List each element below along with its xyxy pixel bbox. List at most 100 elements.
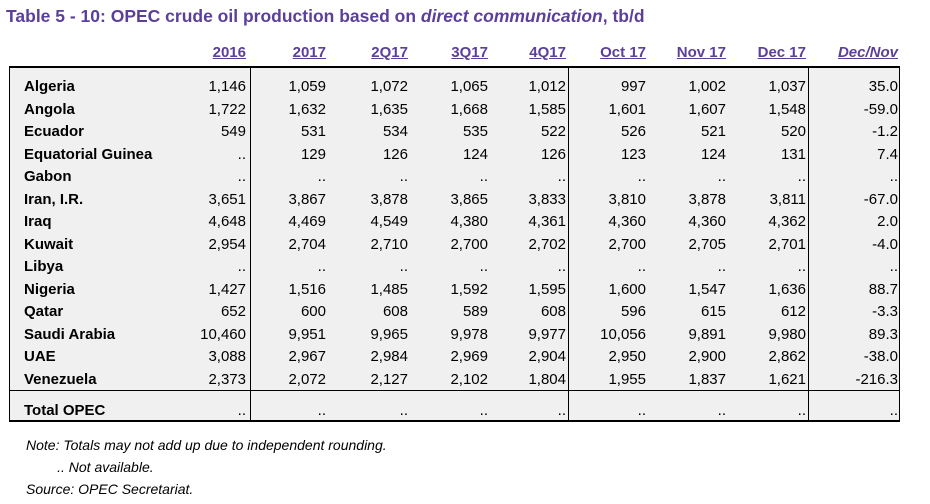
cell-7: 131 xyxy=(780,145,806,163)
cell-1: 4,469 xyxy=(288,213,326,230)
cell-7: 2,862 xyxy=(768,348,806,365)
cell-7: .. xyxy=(797,402,806,419)
cell-5: 596 xyxy=(620,303,646,320)
cell-0: 1,146 xyxy=(208,78,246,95)
cell-0: 652 xyxy=(220,303,246,320)
cell-8: -4.0 xyxy=(872,235,898,253)
cell-2: 534 xyxy=(382,123,408,140)
column-header-4: 4Q17 xyxy=(529,44,566,61)
footnotes: Note: Totals may not add up due to indep… xyxy=(26,434,387,500)
cell-4: 1,012 xyxy=(528,78,566,95)
cell-1: 1,516 xyxy=(288,280,326,298)
cell-5: 526 xyxy=(620,123,646,140)
column-header-2: 2Q17 xyxy=(371,44,408,61)
cell-7: .. xyxy=(797,258,806,275)
cell-5: 4,360 xyxy=(608,213,646,230)
cell-1: .. xyxy=(317,168,326,185)
right-border xyxy=(899,66,900,422)
cell-5: 1,955 xyxy=(608,370,646,388)
cell-8: -1.2 xyxy=(872,123,898,140)
cell-4: 4,361 xyxy=(528,213,566,230)
cell-6: 1,547 xyxy=(688,280,726,298)
cell-6: 4,360 xyxy=(688,213,726,230)
cell-1: 2,072 xyxy=(288,370,326,388)
cell-8: -38.0 xyxy=(863,348,898,365)
column-headers: 2016 2017 2Q17 3Q17 4Q17 Oct 17 Nov 17 Dec 17 De… xyxy=(0,44,930,64)
table-top-border xyxy=(9,66,900,68)
column-header-1: 2017 xyxy=(292,44,326,61)
cell-3: 4,380 xyxy=(450,213,488,230)
cell-1: 9,951 xyxy=(288,325,326,343)
cell-6: 1,837 xyxy=(688,370,726,388)
cell-2: .. xyxy=(399,402,408,419)
cell-4: 608 xyxy=(540,303,566,320)
cell-4: .. xyxy=(557,258,566,275)
cell-8: 7.4 xyxy=(877,145,898,163)
cell-5: 1,601 xyxy=(608,100,646,118)
cell-2: 4,549 xyxy=(370,213,408,230)
note-not-available: .. Not available. xyxy=(26,459,154,475)
cell-0: 3,651 xyxy=(208,190,246,208)
cell-1: 1,059 xyxy=(288,78,326,95)
table-row: UAE 3,088 2,967 2,984 2,969 2,904 2,950 2,900 2,… xyxy=(0,346,930,368)
cell-3: 2,969 xyxy=(450,348,488,365)
row-label: Saudi Arabia xyxy=(24,325,116,343)
cell-4: .. xyxy=(557,168,566,185)
cell-4: 1,595 xyxy=(528,280,566,298)
cell-0: 2,373 xyxy=(208,370,246,388)
cell-7: 2,701 xyxy=(768,235,806,253)
column-header-3: 3Q17 xyxy=(451,44,488,61)
cell-4: 2,702 xyxy=(528,235,566,253)
cell-8: -3.3 xyxy=(872,303,898,320)
cell-0: 4,648 xyxy=(208,213,246,230)
cell-7: 612 xyxy=(780,303,806,320)
cell-7: 1,636 xyxy=(768,280,806,298)
cell-3: .. xyxy=(479,402,488,419)
cell-3: .. xyxy=(479,168,488,185)
column-header-8: Dec/Nov xyxy=(837,44,898,61)
cell-5: .. xyxy=(637,168,646,185)
cell-2: 1,635 xyxy=(370,100,408,118)
cell-1: 2,704 xyxy=(288,235,326,253)
cell-6: 2,900 xyxy=(688,348,726,365)
left-border xyxy=(9,66,10,422)
cell-6: 1,607 xyxy=(688,100,726,118)
row-label: Ecuador xyxy=(24,123,85,140)
cell-3: 124 xyxy=(462,145,488,163)
cell-4: 3,833 xyxy=(528,190,566,208)
row-label: UAE xyxy=(24,348,56,365)
cell-3: 589 xyxy=(462,303,488,320)
cell-0: 1,722 xyxy=(208,100,246,118)
cell-3: 1,065 xyxy=(450,78,488,95)
table-row: Algeria 1,146 1,059 1,072 1,065 1,012 997 1,002… xyxy=(0,76,930,98)
cell-7: 1,037 xyxy=(768,78,806,95)
cell-6: 1,002 xyxy=(688,78,726,95)
cell-7: 9,980 xyxy=(768,325,806,343)
cell-7: 520 xyxy=(780,123,806,140)
table-row: Ecuador 549 531 534 535 522 526 521 520 -1.2 xyxy=(0,121,930,143)
cell-3: .. xyxy=(479,258,488,275)
cell-8: .. xyxy=(889,402,898,419)
cell-0: 2,954 xyxy=(208,235,246,253)
cell-8: -59.0 xyxy=(863,100,898,118)
column-header-5: Oct 17 xyxy=(600,44,646,61)
table-row: Iran, I.R. 3,651 3,867 3,878 3,865 3,833 3,810… xyxy=(0,189,930,211)
cell-6: 9,891 xyxy=(688,325,726,343)
cell-4: 126 xyxy=(540,145,566,163)
cell-8: -67.0 xyxy=(863,190,898,208)
row-label: Kuwait xyxy=(24,235,74,253)
note-source: Source: OPEC Secretariat. xyxy=(26,481,194,497)
cell-0: 549 xyxy=(220,123,246,140)
total-row: Total OPEC.................. xyxy=(0,400,930,422)
cell-2: 3,878 xyxy=(370,190,408,208)
note-rounding: Note: Totals may not add up due to indep… xyxy=(26,437,387,453)
cell-5: 3,810 xyxy=(608,190,646,208)
table-title: Table 5 - 10: OPEC crude oil production … xyxy=(6,6,645,26)
cell-0: 3,088 xyxy=(208,348,246,365)
table-row: Libya.................. xyxy=(0,256,930,278)
cell-6: 3,878 xyxy=(688,190,726,208)
cell-2: 2,127 xyxy=(370,370,408,388)
cell-4: 2,904 xyxy=(528,348,566,365)
table-row: Iraq 4,648 4,469 4,549 4,380 4,361 4,360 4,360 4… xyxy=(0,211,930,233)
cell-7: .. xyxy=(797,168,806,185)
